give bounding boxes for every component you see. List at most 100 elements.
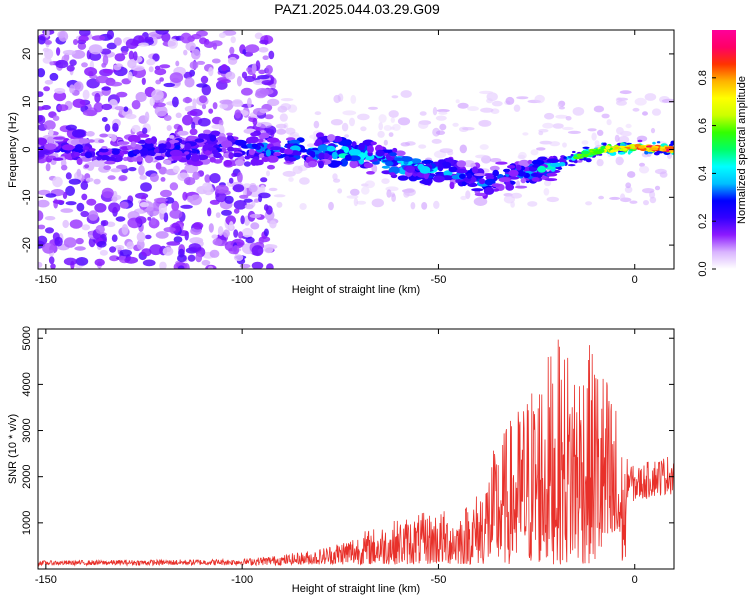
heatmap-blob xyxy=(346,195,359,199)
heatmap-blob xyxy=(258,237,265,245)
x-tick-label: -150 xyxy=(35,574,57,586)
heatmap-blob xyxy=(392,123,401,131)
heatmap-blob xyxy=(106,221,116,228)
heatmap-blob xyxy=(447,150,454,156)
y-tick-label: -20 xyxy=(21,237,33,253)
heatmap-blob xyxy=(503,168,511,173)
heatmap-blob xyxy=(98,151,111,156)
heatmap-blob xyxy=(546,158,560,163)
heatmap-blob xyxy=(357,113,370,121)
heatmap-blob xyxy=(230,36,236,44)
snr-panel: -150 -100 -50 0 1000 2000 3000 4000 5000 Height… xyxy=(7,326,675,595)
heatmap-blob xyxy=(280,103,292,111)
heatmap-blob xyxy=(585,158,592,163)
heatmap-blob xyxy=(265,65,273,75)
heatmap-blob xyxy=(154,105,168,117)
heatmap-blob xyxy=(520,177,526,184)
heatmap-blob xyxy=(267,155,279,163)
heatmap-blob xyxy=(73,152,81,157)
heatmap-blob xyxy=(479,120,489,127)
heatmap-blob xyxy=(142,127,148,135)
heatmap-blob xyxy=(197,133,207,140)
heatmap-blob xyxy=(201,259,211,266)
heatmap-blob xyxy=(155,231,169,239)
heatmap-blob xyxy=(65,201,77,206)
heatmap-x-ticks: -150 -100 -50 0 xyxy=(35,30,638,286)
heatmap-blob xyxy=(381,178,390,185)
heatmap-blob xyxy=(100,48,112,55)
heatmap-blob xyxy=(202,182,213,191)
heatmap-blob xyxy=(38,115,46,125)
heatmap-blob xyxy=(93,102,104,113)
colorbar-label: Normalized spectral amplitude xyxy=(736,76,748,224)
heatmap-blob xyxy=(375,149,385,157)
heatmap-blob xyxy=(625,182,632,189)
heatmap-blob xyxy=(119,201,129,209)
heatmap-blob xyxy=(474,192,487,197)
heatmap-blob xyxy=(391,193,396,202)
heatmap-blob xyxy=(388,110,399,118)
heatmap-blob xyxy=(250,222,260,230)
heatmap-blob xyxy=(87,139,95,143)
heatmap-blob xyxy=(100,154,110,161)
heatmap-blob xyxy=(207,147,217,151)
y-tick-label: 20 xyxy=(21,48,33,60)
heatmap-blob xyxy=(330,119,343,126)
heatmap-blob xyxy=(177,130,189,136)
heatmap-blob xyxy=(460,195,467,201)
heatmap-blob xyxy=(82,109,97,117)
heatmap-blob xyxy=(159,77,165,82)
heatmap-blob xyxy=(115,216,126,222)
heatmap-blob xyxy=(204,174,211,184)
heatmap-blob xyxy=(435,115,447,121)
heatmap-blob xyxy=(455,99,460,104)
y-tick-label: 5000 xyxy=(21,326,33,350)
heatmap-blob xyxy=(184,142,192,151)
heatmap-blob xyxy=(299,203,307,210)
heatmap-blob xyxy=(505,96,515,105)
heatmap-blob xyxy=(572,150,576,154)
heatmap-blob xyxy=(76,158,83,165)
heatmap-blob xyxy=(56,47,61,56)
colorbar-fill xyxy=(712,30,736,269)
heatmap-blob xyxy=(259,184,266,194)
heatmap-blob xyxy=(385,161,394,167)
heatmap-blob xyxy=(615,97,623,103)
heatmap-blob xyxy=(562,142,567,148)
heatmap-blob xyxy=(249,213,262,219)
heatmap-blob xyxy=(162,159,172,165)
heatmap-blob xyxy=(435,130,446,135)
heatmap-blob xyxy=(44,143,57,150)
heatmap-blob xyxy=(651,108,662,116)
heatmap-blob xyxy=(78,138,90,144)
heatmap-blob xyxy=(164,197,175,204)
heatmap-blob xyxy=(245,44,260,54)
heatmap-blob xyxy=(642,111,648,116)
heatmap-blob xyxy=(44,79,54,85)
heatmap-blob xyxy=(401,156,413,162)
heatmap-blob xyxy=(257,138,264,143)
heatmap-blob xyxy=(84,164,90,169)
heatmap-blob xyxy=(78,35,89,42)
heatmap-blob xyxy=(343,146,350,154)
heatmap-blob xyxy=(169,139,180,143)
heatmap-blob xyxy=(280,98,294,102)
heatmap-blob xyxy=(403,190,410,198)
heatmap-blob xyxy=(391,95,399,99)
heatmap-blob xyxy=(244,204,254,210)
heatmap-blob xyxy=(107,175,116,180)
heatmap-blob xyxy=(175,112,182,119)
heatmap-blob xyxy=(57,104,69,112)
heatmap-y-label: Frequency (Hz) xyxy=(7,112,19,188)
y-tick-label: 2000 xyxy=(21,464,33,488)
heatmap-blob xyxy=(234,139,247,146)
heatmap-blob xyxy=(108,202,121,213)
heatmap-blob xyxy=(546,196,559,203)
heatmap-blob xyxy=(182,191,188,201)
heatmap-blob xyxy=(518,159,530,168)
heatmap-blob xyxy=(194,138,205,143)
heatmap-blob xyxy=(154,148,160,154)
heatmap-blob xyxy=(624,186,633,194)
heatmap-blob xyxy=(69,84,75,94)
heatmap-blob xyxy=(227,56,238,65)
